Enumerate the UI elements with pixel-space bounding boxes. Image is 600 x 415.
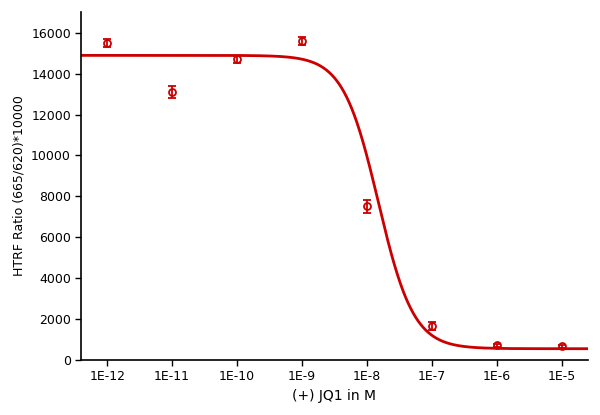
Y-axis label: HTRF Ratio (665/620)*10000: HTRF Ratio (665/620)*10000: [13, 95, 26, 276]
X-axis label: (+) JQ1 in M: (+) JQ1 in M: [292, 388, 376, 403]
